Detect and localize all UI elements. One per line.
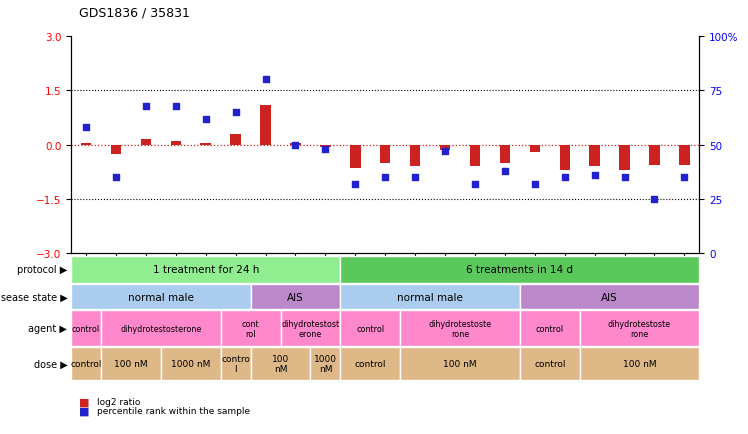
Point (140, 103, 152, 110)
Bar (619, 145, 630, 171)
Bar (260, 105, 271, 145)
Point (230, 109, 242, 116)
Bar (500, 145, 510, 164)
Point (529, 181, 541, 188)
Point (619, 174, 631, 181)
Bar (81, 144, 91, 145)
Bar (589, 145, 600, 167)
Point (678, 174, 690, 181)
Point (589, 172, 601, 179)
Point (349, 181, 361, 188)
Text: AIS: AIS (601, 292, 618, 302)
Text: 100 nM: 100 nM (623, 359, 656, 368)
Text: 100 nM: 100 nM (444, 359, 476, 368)
Text: dose ▶: dose ▶ (34, 359, 67, 369)
Point (170, 103, 182, 110)
Text: 1000
nM: 1000 nM (314, 354, 337, 374)
Text: 100
nM: 100 nM (272, 354, 289, 374)
Bar (141, 140, 151, 145)
Point (289, 142, 301, 149)
Text: dihydrotestoste
rone: dihydrotestoste rone (429, 319, 491, 338)
Text: log2 ratio: log2 ratio (97, 398, 141, 406)
Text: dihydrotestost
erone: dihydrotestost erone (281, 319, 340, 338)
Text: ■: ■ (79, 397, 89, 407)
Text: 100 nM: 100 nM (114, 359, 147, 368)
Point (260, 77, 272, 84)
Bar (560, 145, 570, 171)
Text: 1000 nM: 1000 nM (171, 359, 210, 368)
Text: control: control (536, 324, 564, 333)
Point (469, 181, 481, 188)
Text: disease state ▶: disease state ▶ (0, 292, 67, 302)
Bar (440, 145, 450, 151)
Text: GDS1836 / 35831: GDS1836 / 35831 (79, 7, 189, 20)
Text: control: control (70, 359, 102, 368)
Text: control: control (356, 324, 384, 333)
Point (200, 116, 212, 123)
Point (439, 148, 451, 155)
Bar (200, 144, 211, 145)
Text: dihydrotestoste
rone: dihydrotestoste rone (608, 319, 671, 338)
Point (409, 174, 421, 181)
Bar (111, 145, 121, 155)
Text: protocol ▶: protocol ▶ (17, 265, 67, 274)
Point (319, 146, 331, 153)
Text: cont
rol: cont rol (242, 319, 260, 338)
Text: percentile rank within the sample: percentile rank within the sample (97, 406, 251, 415)
Bar (410, 145, 420, 167)
Bar (171, 142, 181, 145)
Text: AIS: AIS (287, 292, 304, 302)
Text: control: control (72, 324, 100, 333)
Point (559, 174, 571, 181)
Point (379, 174, 391, 181)
Bar (350, 145, 361, 169)
Text: control: control (534, 359, 565, 368)
Bar (380, 145, 390, 164)
Text: 6 treatments in 14 d: 6 treatments in 14 d (466, 265, 574, 274)
Text: normal male: normal male (128, 292, 194, 302)
Point (499, 168, 511, 175)
Bar (320, 145, 331, 147)
Bar (230, 135, 241, 145)
Text: control: control (355, 359, 386, 368)
Text: contro
l: contro l (221, 354, 250, 374)
Bar (470, 145, 480, 167)
Bar (290, 144, 301, 145)
Bar (649, 145, 660, 165)
Text: dihydrotestosterone: dihydrotestosterone (120, 324, 201, 333)
Point (80, 125, 92, 132)
Text: normal male: normal male (397, 292, 463, 302)
Point (649, 196, 660, 203)
Point (110, 174, 122, 181)
Bar (530, 145, 540, 153)
Bar (679, 145, 690, 165)
Text: 1 treatment for 24 h: 1 treatment for 24 h (153, 265, 259, 274)
Text: agent ▶: agent ▶ (28, 324, 67, 333)
Text: ■: ■ (79, 406, 89, 415)
